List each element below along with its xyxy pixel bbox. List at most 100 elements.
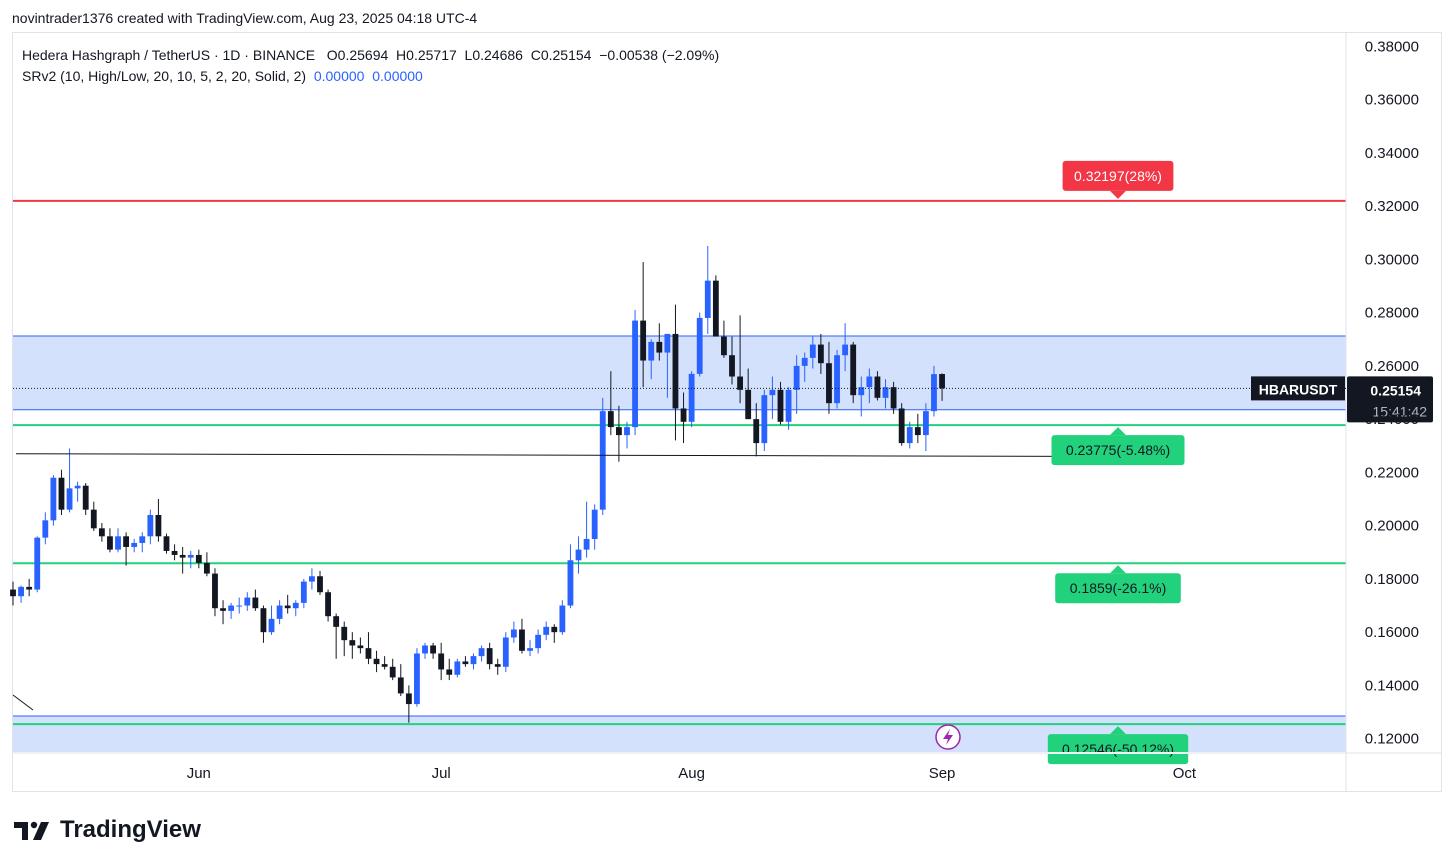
candle-body[interactable] [850,344,857,396]
candle-body[interactable] [834,355,840,404]
candle-body[interactable] [519,629,525,651]
candle-body[interactable] [502,637,509,667]
candle-body[interactable] [688,373,695,422]
chart-frame[interactable] [12,32,1442,792]
candle-body[interactable] [131,542,138,547]
candle-body[interactable] [438,653,445,670]
candle-body[interactable] [898,408,905,444]
candle-body[interactable] [624,427,630,436]
candle-body[interactable] [397,677,404,694]
candle-body[interactable] [575,549,582,561]
candle-body[interactable] [357,645,364,649]
candle-body[interactable] [220,608,226,611]
candle-body[interactable] [858,387,865,396]
trendline[interactable] [15,453,1064,457]
candle-body[interactable] [616,427,622,436]
trendline-fragment[interactable] [12,694,34,711]
candle-body[interactable] [922,411,929,436]
candle-body[interactable] [171,550,178,555]
candle-body[interactable] [672,333,679,409]
candle-body[interactable] [107,536,113,550]
candle-body[interactable] [309,576,315,582]
candle-body[interactable] [745,389,752,420]
candle-body[interactable] [535,634,542,649]
candle-body[interactable] [82,485,89,510]
candle-body[interactable] [300,581,307,603]
candle-body[interactable] [866,376,873,388]
candle-body[interactable] [640,320,647,361]
candle-body[interactable] [551,626,558,633]
candle-body[interactable] [74,485,81,489]
candle-body[interactable] [478,648,485,657]
candle-body[interactable] [591,509,598,539]
candle-body[interactable] [276,605,283,619]
candle-body[interactable] [462,661,469,665]
candle-body[interactable] [446,669,453,675]
candle-body[interactable] [632,320,638,428]
sr-level-label[interactable]: 0.23775(-5.48%) [1051,427,1185,466]
lightning-event-icon[interactable] [935,724,961,750]
candle-body[interactable] [599,411,606,510]
candle-body[interactable] [325,592,331,617]
candle-body[interactable] [349,640,356,646]
candle-body[interactable] [18,586,24,597]
candle-body[interactable] [906,427,913,444]
candle-body[interactable] [430,645,437,654]
candle-body[interactable] [236,605,243,607]
candle-body[interactable] [195,554,202,563]
candle-body[interactable] [543,626,550,635]
candle-body[interactable] [187,554,194,558]
sr-level-label[interactable]: 0.1859(-26.1%) [1055,565,1181,604]
candle-body[interactable] [284,605,291,609]
candle-body[interactable] [664,333,671,353]
candle-body[interactable] [454,661,461,675]
candle-body[interactable] [753,419,760,444]
candle-body[interactable] [890,387,897,409]
candle-body[interactable] [874,376,881,398]
candle-body[interactable] [680,408,687,422]
candle-body[interactable] [817,344,824,364]
candle-body[interactable] [26,586,33,590]
candle-body[interactable] [381,664,388,667]
candle-body[interactable] [769,389,776,396]
candle-body[interactable] [179,554,186,558]
candle-body[interactable] [405,693,412,705]
candle-body[interactable] [809,344,816,358]
candle-body[interactable] [510,629,517,638]
candle-body[interactable] [607,411,614,428]
candle-body[interactable] [155,514,162,537]
price-tag[interactable]: HBARUSDT 0.25154 15:41:42 [1251,376,1433,423]
candle-body[interactable] [914,427,921,436]
candle-body[interactable] [268,618,275,633]
candle-body[interactable] [163,536,170,551]
candle-body[interactable] [42,520,49,538]
candle-body[interactable] [486,648,493,665]
candle-body[interactable] [292,602,299,609]
candle-body[interactable] [842,344,849,356]
candle-body[interactable] [567,560,574,606]
candle-body[interactable] [373,658,380,665]
candle-body[interactable] [470,656,477,665]
candle-body[interactable] [704,280,711,318]
candle-body[interactable] [721,336,727,356]
candle-body[interactable] [147,514,154,537]
candle-body[interactable] [737,376,743,390]
candle-body[interactable] [729,355,735,377]
candle-body[interactable] [333,616,340,627]
legend-symbol[interactable]: Hedera Hashgraph / TetherUS · 1D · BINAN… [22,47,316,63]
candle-body[interactable] [252,597,259,609]
candle-body[interactable] [761,395,768,444]
candle-body[interactable] [648,341,655,361]
candle-body[interactable] [801,357,808,366]
candle-body[interactable] [228,605,235,611]
candle-body[interactable] [115,536,121,550]
candle-body[interactable] [422,645,428,654]
candle-body[interactable] [34,537,41,590]
candle-body[interactable] [712,280,719,337]
candle-body[interactable] [389,666,396,678]
candle-body[interactable] [66,488,73,510]
candle-body[interactable] [123,536,130,547]
candle-body[interactable] [260,608,267,633]
candle-body[interactable] [826,363,832,404]
